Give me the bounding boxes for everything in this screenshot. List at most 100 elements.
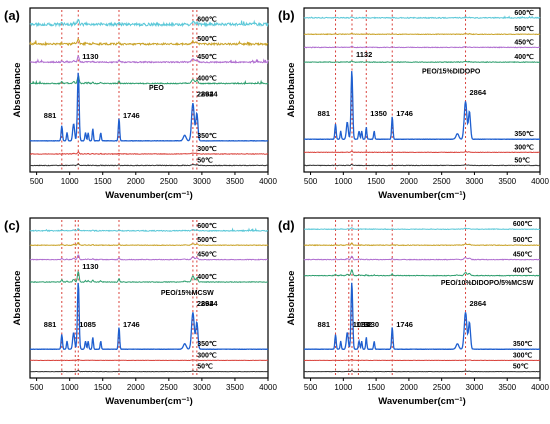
spectrum-line (29, 227, 268, 233)
spectrum-line (29, 163, 269, 167)
plot-frame (303, 217, 541, 379)
series-label: 400℃ (197, 74, 217, 82)
series-label: 450℃ (514, 38, 534, 46)
peak-label: 2924 (201, 299, 219, 308)
peak-label: 1746 (396, 320, 413, 329)
x-tick-label: 3000 (466, 177, 484, 186)
series-label: 50℃ (197, 156, 213, 164)
peak-label: 1350 (370, 109, 387, 118)
spectrum-line (29, 242, 269, 247)
peak-label: 881 (318, 320, 331, 329)
spectrum-line (303, 150, 541, 154)
x-tick-label: 1000 (334, 383, 352, 392)
series-label: 450℃ (513, 251, 533, 259)
x-tick-label: 3000 (193, 383, 211, 392)
series-label: 400℃ (513, 267, 533, 275)
peak-label: 2864 (197, 299, 215, 308)
panel-tag: (b) (278, 8, 295, 23)
peak-label: 2864 (470, 88, 488, 97)
spectrum-line (29, 37, 269, 47)
series-label: 300℃ (513, 351, 533, 359)
peak-label: 2864 (197, 90, 215, 99)
x-tick-label: 500 (30, 177, 44, 186)
series-label: 600℃ (197, 222, 217, 230)
x-tick-label: 1500 (94, 383, 112, 392)
plot-frame (303, 7, 541, 173)
x-tick-label: 1500 (367, 177, 385, 186)
spectrum-line (303, 370, 541, 373)
peak-label: 2864 (470, 299, 488, 308)
spectrum-line (303, 32, 541, 36)
x-tick-label: 2500 (433, 177, 451, 186)
peak-label: 1746 (396, 109, 413, 118)
x-tick-label: 1000 (334, 177, 352, 186)
spectrum-line (303, 60, 541, 64)
spectrum-line (303, 242, 540, 247)
spectrum-line (303, 45, 541, 49)
ftir-panel: 600℃ 500℃ 450℃ 400℃ 350℃ 300℃ 50℃ PEO 881 1130 174… (4, 7, 277, 201)
x-axis-label: Wavenumber(cm⁻¹) (378, 396, 466, 407)
spectrum-line (29, 18, 269, 28)
x-tick-label: 1000 (61, 383, 79, 392)
x-tick-label: 3500 (498, 177, 516, 186)
peak-label: 1085 (79, 320, 96, 329)
sample-label: PEO/10%DIDOPO/5%MCSW (441, 280, 534, 287)
sample-label: PEO/15%DIDOPO (422, 69, 481, 76)
x-tick-label: 4000 (531, 383, 549, 392)
x-axis-label: Wavenumber(cm⁻¹) (378, 190, 466, 201)
spectrum-line (29, 254, 269, 261)
series-label: 50℃ (513, 363, 529, 371)
spectrum-line (303, 255, 541, 261)
peak-label: 881 (318, 109, 331, 118)
series-label: 500℃ (513, 236, 533, 244)
peak-label: 2924 (201, 90, 219, 99)
peak-label: 1746 (123, 320, 140, 329)
x-tick-label: 3000 (193, 177, 211, 186)
spectrum-line (29, 54, 269, 64)
x-tick-label: 2000 (127, 177, 145, 186)
series-label: 300℃ (514, 143, 534, 151)
spectrum-line (303, 358, 541, 362)
series-label: 50℃ (514, 156, 530, 164)
spectrum-line (303, 227, 541, 231)
series-label: 500℃ (514, 25, 534, 33)
x-tick-label: 2000 (127, 383, 145, 392)
peak-label: 1132 (356, 50, 372, 59)
series-label: 350℃ (197, 340, 217, 348)
peak-label: 1083 (353, 320, 370, 329)
spectrum-line (29, 370, 269, 373)
series-label: 500℃ (197, 236, 217, 244)
spectrum-line (304, 71, 540, 141)
x-tick-label: 2000 (400, 383, 418, 392)
peak-label: 1746 (123, 111, 140, 120)
x-tick-label: 2000 (400, 177, 418, 186)
sample-label: PEO/15%MCSW (161, 290, 214, 297)
series-label: 300℃ (197, 145, 217, 153)
series-label: 400℃ (197, 273, 217, 281)
spectrum-line (29, 282, 269, 351)
series-label: 450℃ (197, 53, 217, 61)
x-tick-label: 500 (304, 177, 318, 186)
x-tick-label: 500 (304, 383, 318, 392)
y-axis-label: Absorbance (12, 271, 23, 326)
spectrum-line (29, 72, 269, 142)
spectrum-line (303, 15, 541, 20)
x-tick-label: 2500 (433, 383, 451, 392)
peak-label: 881 (44, 320, 57, 329)
x-tick-label: 2500 (160, 177, 178, 186)
y-axis-label: Absorbance (12, 63, 23, 118)
series-label: 500℃ (197, 35, 217, 43)
plot-frame (29, 7, 269, 173)
panel-tag: (a) (4, 8, 20, 23)
series-label: 600℃ (514, 9, 534, 17)
x-axis-label: Wavenumber(cm⁻¹) (105, 190, 193, 201)
plot-frame (29, 217, 269, 379)
x-tick-label: 3500 (226, 177, 244, 186)
spectrum-line (30, 151, 269, 156)
x-tick-label: 2500 (160, 383, 178, 392)
y-axis-label: Absorbance (286, 271, 297, 326)
x-tick-label: 4000 (259, 177, 277, 186)
series-label: 450℃ (197, 251, 217, 259)
spectrum-line (304, 282, 541, 351)
